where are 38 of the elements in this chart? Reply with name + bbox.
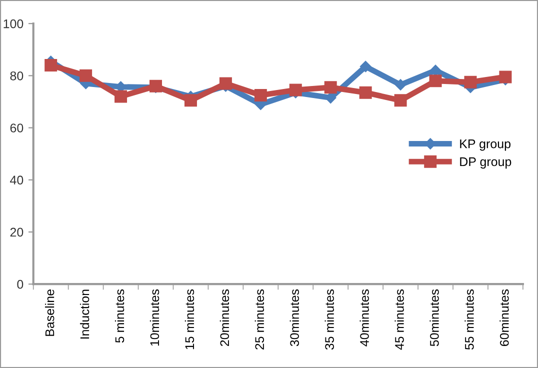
x-tick-label: 40minutes <box>360 289 369 346</box>
point <box>289 84 302 96</box>
point <box>430 64 442 76</box>
y-tick-label: 40 <box>10 176 24 185</box>
legend-label: DP group <box>460 157 512 169</box>
x-tick-label: Baseline <box>45 290 54 336</box>
point <box>254 88 267 102</box>
x-tick-label: 20minutes <box>220 289 230 346</box>
point <box>394 79 406 90</box>
x-tick-label: 30minutes <box>290 289 299 346</box>
legend-label: KP group <box>460 140 510 151</box>
point <box>324 81 337 94</box>
x-tick-label: 15 minutes <box>184 289 194 350</box>
x-tick-label: 45 minutes <box>394 289 404 350</box>
point <box>464 76 477 88</box>
point <box>359 86 372 99</box>
point <box>429 74 442 88</box>
x-tick-label: 10minutes <box>150 289 160 346</box>
point <box>80 69 92 82</box>
x-tick-label: 60minutes <box>500 289 509 346</box>
point <box>394 94 407 107</box>
point <box>184 94 197 107</box>
x-tick-label: Induction <box>80 290 90 339</box>
x-tick-label: 5 minutes <box>114 289 124 343</box>
x-tick-label: 50minutes <box>430 289 439 346</box>
y-tick-label: 60 <box>10 124 24 132</box>
y-tick-label: 0 <box>17 280 24 289</box>
y-tick-label: 80 <box>10 71 24 80</box>
point <box>360 60 372 72</box>
y-tick-label: 20 <box>10 228 24 237</box>
x-tick-label: 35 minutes <box>324 289 334 350</box>
point <box>219 77 232 90</box>
point <box>114 90 128 103</box>
y-tick-label: 100 <box>4 19 24 28</box>
x-tick-label: 25 minutes <box>254 289 264 350</box>
point <box>499 70 512 84</box>
x-tick-label: 55 minutes <box>464 289 474 350</box>
point <box>44 58 58 72</box>
